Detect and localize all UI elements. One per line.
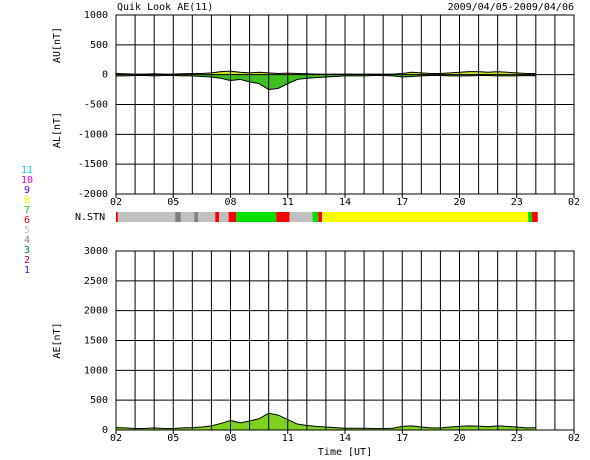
strip-label: N.STN	[75, 212, 105, 223]
station-segment	[215, 212, 220, 222]
legend-entry: 9	[24, 185, 30, 196]
station-segment	[228, 212, 237, 222]
legend-entry: 5	[24, 225, 30, 236]
y-tick-label: 2000	[84, 306, 108, 317]
station-segment	[194, 212, 199, 222]
station-segment	[532, 212, 538, 222]
plot-frame	[115, 14, 575, 195]
legend-entry: 7	[24, 205, 30, 216]
x-tick-label: 08	[224, 197, 236, 208]
x-tick-label: 05	[167, 197, 179, 208]
y-axis-label: AE[nT]	[52, 322, 63, 358]
plot-frame	[115, 250, 575, 431]
y-tick-label: 0	[102, 70, 108, 81]
y-tick-label: -2000	[78, 189, 108, 200]
x-tick-label: 02	[568, 433, 580, 444]
y-tick-label: 2500	[84, 276, 108, 287]
x-tick-label: 14	[339, 197, 351, 208]
x-tick-label: 02	[110, 197, 122, 208]
y-axis-label: AU[nT]	[52, 27, 63, 63]
station-segment	[116, 212, 118, 222]
legend-entry: 6	[24, 215, 30, 226]
x-tick-label: 11	[282, 197, 294, 208]
station-segment	[322, 212, 529, 222]
legend-entry: 1	[24, 265, 30, 276]
x-tick-label: 17	[396, 433, 408, 444]
legend-entry: 2	[24, 255, 30, 266]
y-tick-label: -1500	[78, 159, 108, 170]
legend-entry: 4	[24, 235, 30, 246]
date-range: 2009/04/05-2009/04/06	[448, 2, 574, 13]
x-tick-label: 08	[224, 433, 236, 444]
x-tick-label: 02	[110, 433, 122, 444]
y-tick-label: 1000	[84, 10, 108, 21]
y-tick-label: 500	[90, 40, 108, 51]
x-tick-label: 05	[167, 433, 179, 444]
y-tick-label: -1000	[78, 129, 108, 140]
x-axis-label: Time [UT]	[318, 447, 372, 458]
y-tick-label: 0	[102, 425, 108, 436]
x-tick-label: 11	[282, 433, 294, 444]
y-tick-label: 500	[90, 395, 108, 406]
station-segment	[117, 212, 176, 222]
y-tick-label: -500	[84, 100, 108, 111]
station-segment	[276, 212, 290, 222]
y-axis-label: AL[nT]	[52, 112, 63, 148]
station-segment	[180, 212, 195, 222]
station-segment	[312, 212, 319, 222]
y-tick-label: 1500	[84, 336, 108, 347]
station-segment	[236, 212, 277, 222]
chart-title: Quik Look AE(11)	[117, 2, 213, 13]
x-tick-label: 02	[568, 197, 580, 208]
x-tick-label: 20	[453, 197, 465, 208]
station-segment	[175, 212, 181, 222]
legend-entry: 8	[24, 195, 30, 206]
legend-entry: 10	[21, 175, 33, 186]
station-segment	[528, 212, 533, 222]
station-segment	[318, 212, 323, 222]
legend-entry: 11	[21, 165, 33, 176]
station-segment	[219, 212, 229, 222]
x-tick-label: 17	[396, 197, 408, 208]
y-tick-label: 1000	[84, 365, 108, 376]
x-tick-label: 23	[511, 433, 523, 444]
legend-entry: 3	[24, 245, 30, 256]
x-tick-label: 20	[453, 433, 465, 444]
x-tick-label: 14	[339, 433, 351, 444]
x-tick-label: 23	[511, 197, 523, 208]
y-tick-label: 3000	[84, 246, 108, 257]
station-segment	[198, 212, 216, 222]
station-segment	[289, 212, 313, 222]
series-area	[116, 413, 536, 430]
